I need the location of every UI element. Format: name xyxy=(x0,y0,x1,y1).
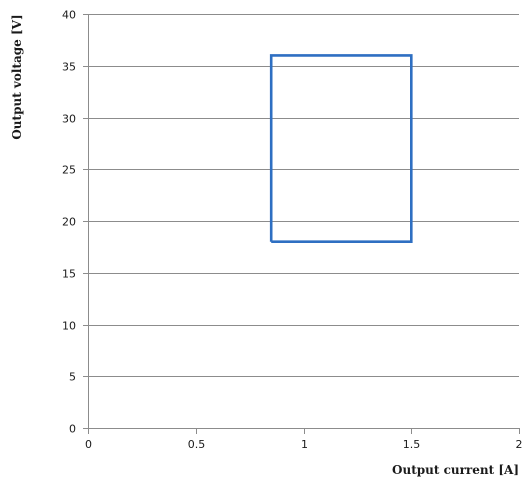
y-tick-label-7: 35 xyxy=(62,61,76,74)
x-tick-label-3: 1.5 xyxy=(403,438,421,451)
y-tick-label-0: 0 xyxy=(69,423,76,436)
y-tick-label-4: 20 xyxy=(62,216,76,229)
x-tick-label-0: 0 xyxy=(85,438,92,451)
y-tick-label-6: 30 xyxy=(62,113,76,126)
y-axis-title: Output voltage [V] xyxy=(10,14,24,139)
y-tick-label-8: 40 xyxy=(62,9,76,22)
axis-layer xyxy=(83,14,520,434)
x-axis-title: Output current [A] xyxy=(392,463,519,477)
y-tick-label-2: 10 xyxy=(62,320,76,333)
y-tick-label-5: 25 xyxy=(62,164,76,177)
label-layer: 0 5 10 15 20 25 30 35 40 0 0.5 1 1.5 2 xyxy=(62,9,523,452)
grid-layer xyxy=(88,14,519,377)
series-layer xyxy=(269,54,413,243)
y-tick-label-1: 5 xyxy=(69,371,76,384)
x-tick-label-4: 2 xyxy=(516,438,523,451)
series-line-0 xyxy=(269,54,413,243)
x-tick-label-1: 0.5 xyxy=(188,438,206,451)
y-tick-label-3: 15 xyxy=(62,268,76,281)
x-tick-label-2: 1 xyxy=(301,438,308,451)
